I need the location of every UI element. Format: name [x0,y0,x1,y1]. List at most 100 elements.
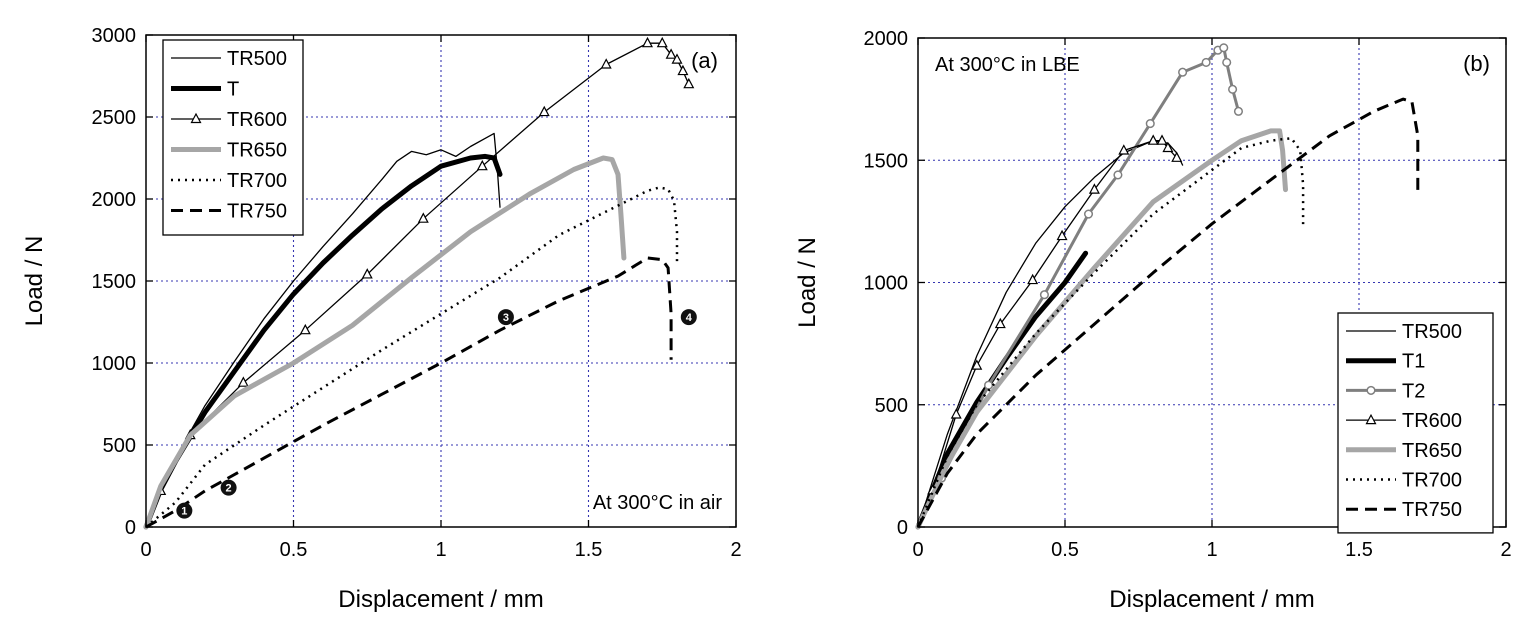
series-line-tr500 [145,132,501,528]
y-tick-label: 2000 [92,189,137,211]
data-point-tr600 [299,323,311,335]
x-tick-label: 1 [1206,539,1217,561]
data-point-tr600 [656,36,668,48]
legend-box [1337,312,1494,534]
legend-label: T1 [1402,351,1425,373]
x-tick-label: 1.5 [1345,539,1373,561]
legend-label: TR600 [227,109,287,131]
stage-marker-2 [220,479,237,496]
stage-marker-label: 3 [503,312,509,324]
series-line-tr750 [916,97,1420,528]
legend-label: TR750 [1402,499,1462,521]
stage-marker-4 [680,309,697,326]
data-point-t2 [984,380,994,390]
y-tick-label: 2000 [864,28,909,50]
legend-label: TR750 [227,201,287,223]
data-point-t2 [1222,57,1232,68]
data-point-t2 [1145,119,1155,129]
data-point-tr600 [683,77,695,89]
y-tick-label: 3000 [92,25,137,47]
data-point-tr600 [1171,151,1183,162]
legend-label: TR700 [227,170,287,192]
x-tick-label: 0 [140,539,151,561]
legend-box [162,39,304,236]
stage-marker-label: 1 [181,506,187,518]
legend-marker-t2 [1366,385,1376,395]
data-point-tr600 [476,159,488,171]
y-axis-label: Load / N [794,237,821,328]
series-group [915,43,1420,530]
legend-label: TR500 [227,48,287,70]
data-point-tr600 [1056,229,1068,241]
condition-annotation: At 300°C in LBE [935,54,1080,76]
data-point-tr600 [665,48,677,59]
data-point-tr600 [1156,134,1168,145]
x-tick-label: 2 [1500,539,1511,561]
legend-label: TR500 [1402,321,1462,343]
data-point-tr600 [1147,134,1159,145]
data-point-t2 [1219,43,1229,53]
data-point-tr600 [1162,141,1174,153]
x-tick-label: 1.5 [575,539,603,561]
stage-marker-label: 2 [226,483,232,495]
y-tick-label: 0 [125,517,136,539]
data-point-tr600 [971,359,983,370]
series-line-tr750 [145,256,673,529]
data-point-tr600 [1118,144,1130,155]
y-tick-label: 1000 [864,273,909,295]
data-point-t2 [1201,57,1211,68]
x-tick-label: 0.5 [280,539,308,561]
y-tick-label: 500 [103,435,136,457]
x-tick-label: 2 [730,539,741,561]
data-point-tr600 [950,408,962,419]
series-line-tr650 [143,155,627,530]
legend-label: TR700 [1402,470,1462,492]
stage-marker-label: 4 [686,312,693,324]
legend-label: T2 [1402,380,1425,402]
y-tick-label: 1500 [864,150,909,172]
data-point-tr600 [538,105,550,117]
data-point-t2 [1178,67,1188,77]
data-point-tr600 [671,53,683,64]
data-point-t2 [1233,106,1244,116]
data-point-t2 [1228,84,1238,94]
y-tick-label: 0 [897,517,908,539]
x-axis-label: Displacement / mm [338,586,543,613]
stage-marker-3 [497,309,514,326]
stage-marker-1 [176,502,193,519]
data-point-tr600 [642,36,653,48]
series-line-tr700 [916,136,1305,528]
y-axis-label: Load / N [21,236,48,327]
y-tick-label: 1500 [92,271,137,293]
x-tick-label: 1 [435,539,446,561]
y-tick-label: 1000 [92,353,137,375]
legend: TR500 T TR600 TR650 TR700 TR750 [162,39,304,236]
x-tick-label: 0 [912,539,923,561]
data-point-t2 [1083,209,1094,219]
data-point-t2 [1113,170,1123,180]
data-point-t2 [1039,290,1049,300]
data-point-tr600 [1088,183,1100,194]
series-group [143,36,695,530]
series-line-tr650 [915,128,1288,530]
legend-label: T [227,79,239,101]
x-axis-label: Displacement / mm [1109,586,1314,613]
data-point-tr600 [237,376,249,387]
condition-annotation: At 300°C in air [593,492,723,514]
data-point-tr600 [1027,273,1039,285]
legend: TR500 T1 T2 TR600 TR650 TR700 TR750 [1337,312,1494,534]
panel-label: (b) [1463,51,1490,76]
legend-label: TR650 [227,140,287,162]
legend-marker-tr600 [1365,413,1377,425]
panel-label: (a) [691,48,718,73]
y-tick-label: 500 [875,395,908,417]
legend-label: TR600 [1402,410,1462,432]
data-point-tr600 [361,268,373,279]
chart-panel-a: 1 2 3 4 0 0.5 1 1.5 2 0 500 1000 1500 2000 2500 3000 Dis… [21,25,742,613]
data-point-tr600 [417,212,429,223]
legend-label: TR650 [1402,440,1462,462]
legend-marker-tr600 [190,112,202,124]
y-tick-label: 2500 [92,107,137,129]
data-point-tr600 [994,317,1006,329]
